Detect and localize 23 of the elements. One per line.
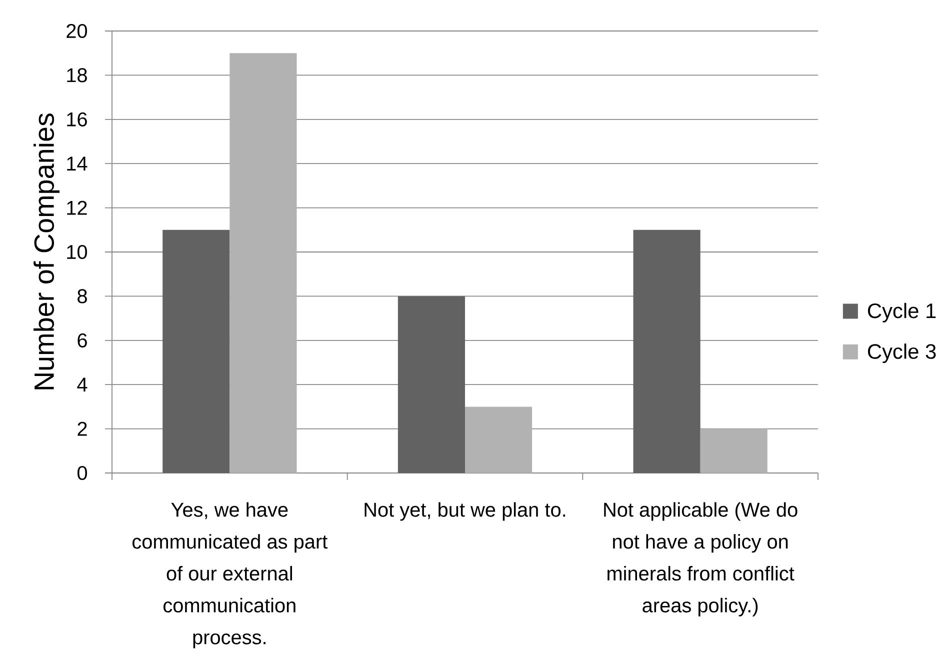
x-tick-label: Not yet, but we plan to. <box>364 502 566 521</box>
x-tick-label: Not applicable (We do not have a policy on minerals from conflict areas policy.) <box>604 502 798 616</box>
y-tick-label: 18 <box>67 68 87 82</box>
bar <box>700 428 768 473</box>
x-tick-label: Yes, we have communicated as part of our external communication process. <box>132 502 328 648</box>
bar <box>162 230 230 473</box>
bar <box>230 53 297 473</box>
y-tick-label: 4 <box>77 378 88 392</box>
y-tick-label: 8 <box>78 289 87 304</box>
y-tick-label: 20 <box>66 24 88 38</box>
bar <box>398 296 466 473</box>
bar <box>633 230 700 473</box>
y-tick-label: 16 <box>67 112 87 126</box>
y-axis-title: Number of Companies <box>34 114 60 390</box>
bar <box>465 406 532 473</box>
legend-label: Cycle 3 <box>868 344 936 364</box>
y-tick-label: 14 <box>67 156 88 170</box>
legend-label: Cycle 1 <box>868 302 936 322</box>
y-tick-label: 2 <box>78 422 87 436</box>
y-tick-label: 0 <box>78 466 88 480</box>
y-tick-label: 6 <box>78 333 87 348</box>
y-tick-label: 12 <box>67 200 87 215</box>
y-tick-label: 10 <box>67 244 88 260</box>
